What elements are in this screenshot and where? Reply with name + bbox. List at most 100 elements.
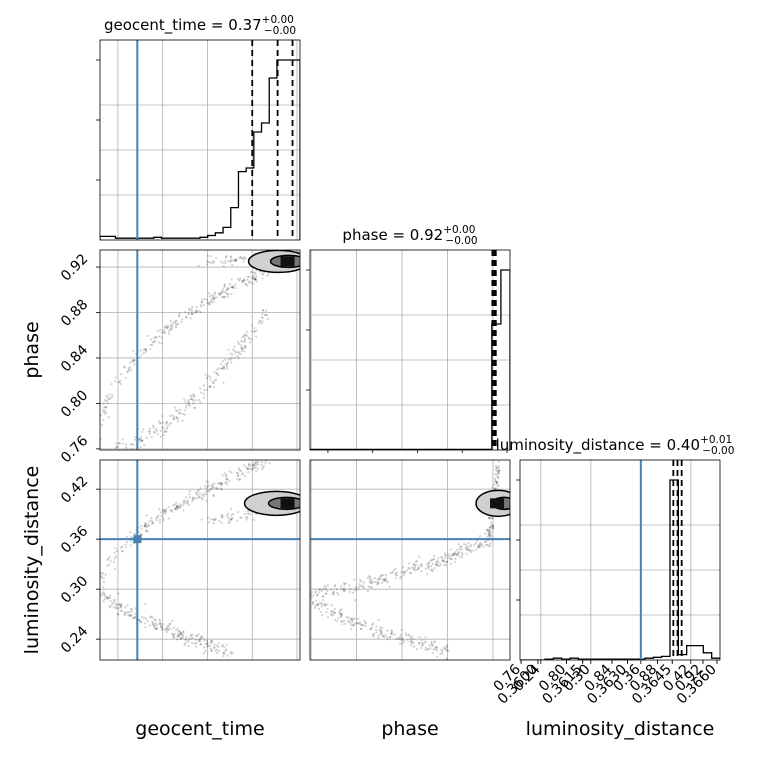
- sample-point: [251, 467, 255, 470]
- sample-point: [250, 338, 253, 341]
- sample-point: [489, 535, 492, 538]
- sample-point: [218, 293, 222, 296]
- sample-point: [212, 518, 215, 522]
- sample-point: [196, 634, 199, 638]
- sample-point: [261, 466, 264, 469]
- sample-point: [377, 578, 381, 581]
- sample-point: [175, 628, 178, 632]
- sample-point: [378, 628, 381, 632]
- sample-point: [488, 545, 491, 548]
- sample-point: [407, 633, 410, 636]
- sample-point: [421, 642, 424, 645]
- y-tick-label: 0.30: [58, 573, 91, 606]
- sample-point: [173, 508, 176, 511]
- sample-point: [203, 646, 206, 649]
- sample-point: [169, 324, 172, 328]
- sample-point: [343, 583, 346, 586]
- sample-point: [194, 406, 197, 409]
- sample-point: [352, 591, 355, 594]
- sample-point: [229, 650, 232, 653]
- sample-point: [332, 591, 335, 594]
- sample-point: [488, 516, 491, 520]
- sample-point: [176, 417, 179, 420]
- sample-point: [401, 642, 404, 645]
- sample-point: [166, 326, 170, 329]
- sample-point: [126, 450, 128, 452]
- sample-point: [182, 630, 185, 633]
- sample-point: [129, 531, 132, 534]
- sample-point: [169, 421, 173, 425]
- sample-point: [187, 311, 190, 314]
- sample-point: [154, 622, 158, 625]
- sample-point: [187, 307, 191, 310]
- sample-point: [489, 542, 492, 545]
- sample-point: [118, 380, 121, 383]
- sample-point: [401, 639, 404, 642]
- sample-point: [195, 310, 198, 313]
- sample-point: [338, 612, 341, 616]
- sample-point: [323, 584, 326, 587]
- sample-point: [140, 620, 143, 624]
- sample-point: [323, 604, 326, 607]
- sample-point: [133, 363, 136, 366]
- sample-point: [442, 646, 446, 649]
- sample-point: [164, 511, 167, 514]
- sample-point: [240, 516, 243, 519]
- sample-point: [224, 261, 227, 265]
- sample-point: [120, 546, 123, 549]
- sample-point: [121, 442, 124, 445]
- density-peak: [280, 256, 295, 267]
- sample-point: [236, 341, 240, 344]
- sample-point: [486, 529, 489, 532]
- sample-point: [134, 607, 137, 610]
- sample-point: [210, 487, 213, 490]
- diag-panel-luminosity_distance: [520, 460, 720, 660]
- sample-point: [435, 563, 438, 566]
- sample-point: [253, 466, 256, 470]
- sample-point: [495, 481, 498, 484]
- sample-point: [247, 462, 250, 466]
- sample-point: [449, 548, 452, 551]
- sample-point: [264, 462, 267, 465]
- sample-point: [178, 312, 181, 315]
- sample-point: [170, 328, 173, 331]
- sample-point: [175, 319, 178, 322]
- sample-point: [377, 636, 380, 639]
- sample-point: [487, 529, 491, 532]
- sample-point: [390, 630, 393, 633]
- sample-point: [215, 487, 218, 490]
- sample-point: [180, 632, 183, 635]
- sample-point: [177, 504, 180, 508]
- sample-point: [444, 554, 447, 557]
- sample-point: [203, 396, 206, 399]
- sample-point: [205, 639, 209, 642]
- sample-point: [240, 347, 244, 350]
- sample-point: [197, 640, 200, 643]
- sample-point: [208, 521, 211, 524]
- sample-point: [368, 578, 371, 581]
- sample-point: [103, 594, 106, 597]
- sample-point: [236, 472, 240, 475]
- sample-point: [364, 621, 367, 624]
- sample-point: [149, 338, 153, 341]
- sample-point: [132, 349, 135, 353]
- sample-point: [462, 543, 466, 546]
- sample-point: [239, 470, 243, 473]
- sample-point: [189, 397, 193, 401]
- sample-point: [149, 616, 152, 619]
- sample-point: [116, 612, 119, 615]
- sample-point: [495, 487, 498, 490]
- sample-point: [166, 324, 169, 327]
- sample-point: [143, 616, 146, 620]
- sample-point: [131, 360, 134, 364]
- sample-point: [205, 388, 209, 391]
- sample-point: [333, 611, 336, 614]
- sample-point: [193, 642, 196, 645]
- sample-point: [484, 532, 487, 535]
- sample-point: [351, 617, 354, 620]
- sample-point: [229, 517, 233, 520]
- sample-point: [197, 264, 200, 267]
- y-tick-label: 0.88: [58, 297, 91, 330]
- sample-point: [389, 572, 392, 575]
- sample-point: [246, 276, 250, 279]
